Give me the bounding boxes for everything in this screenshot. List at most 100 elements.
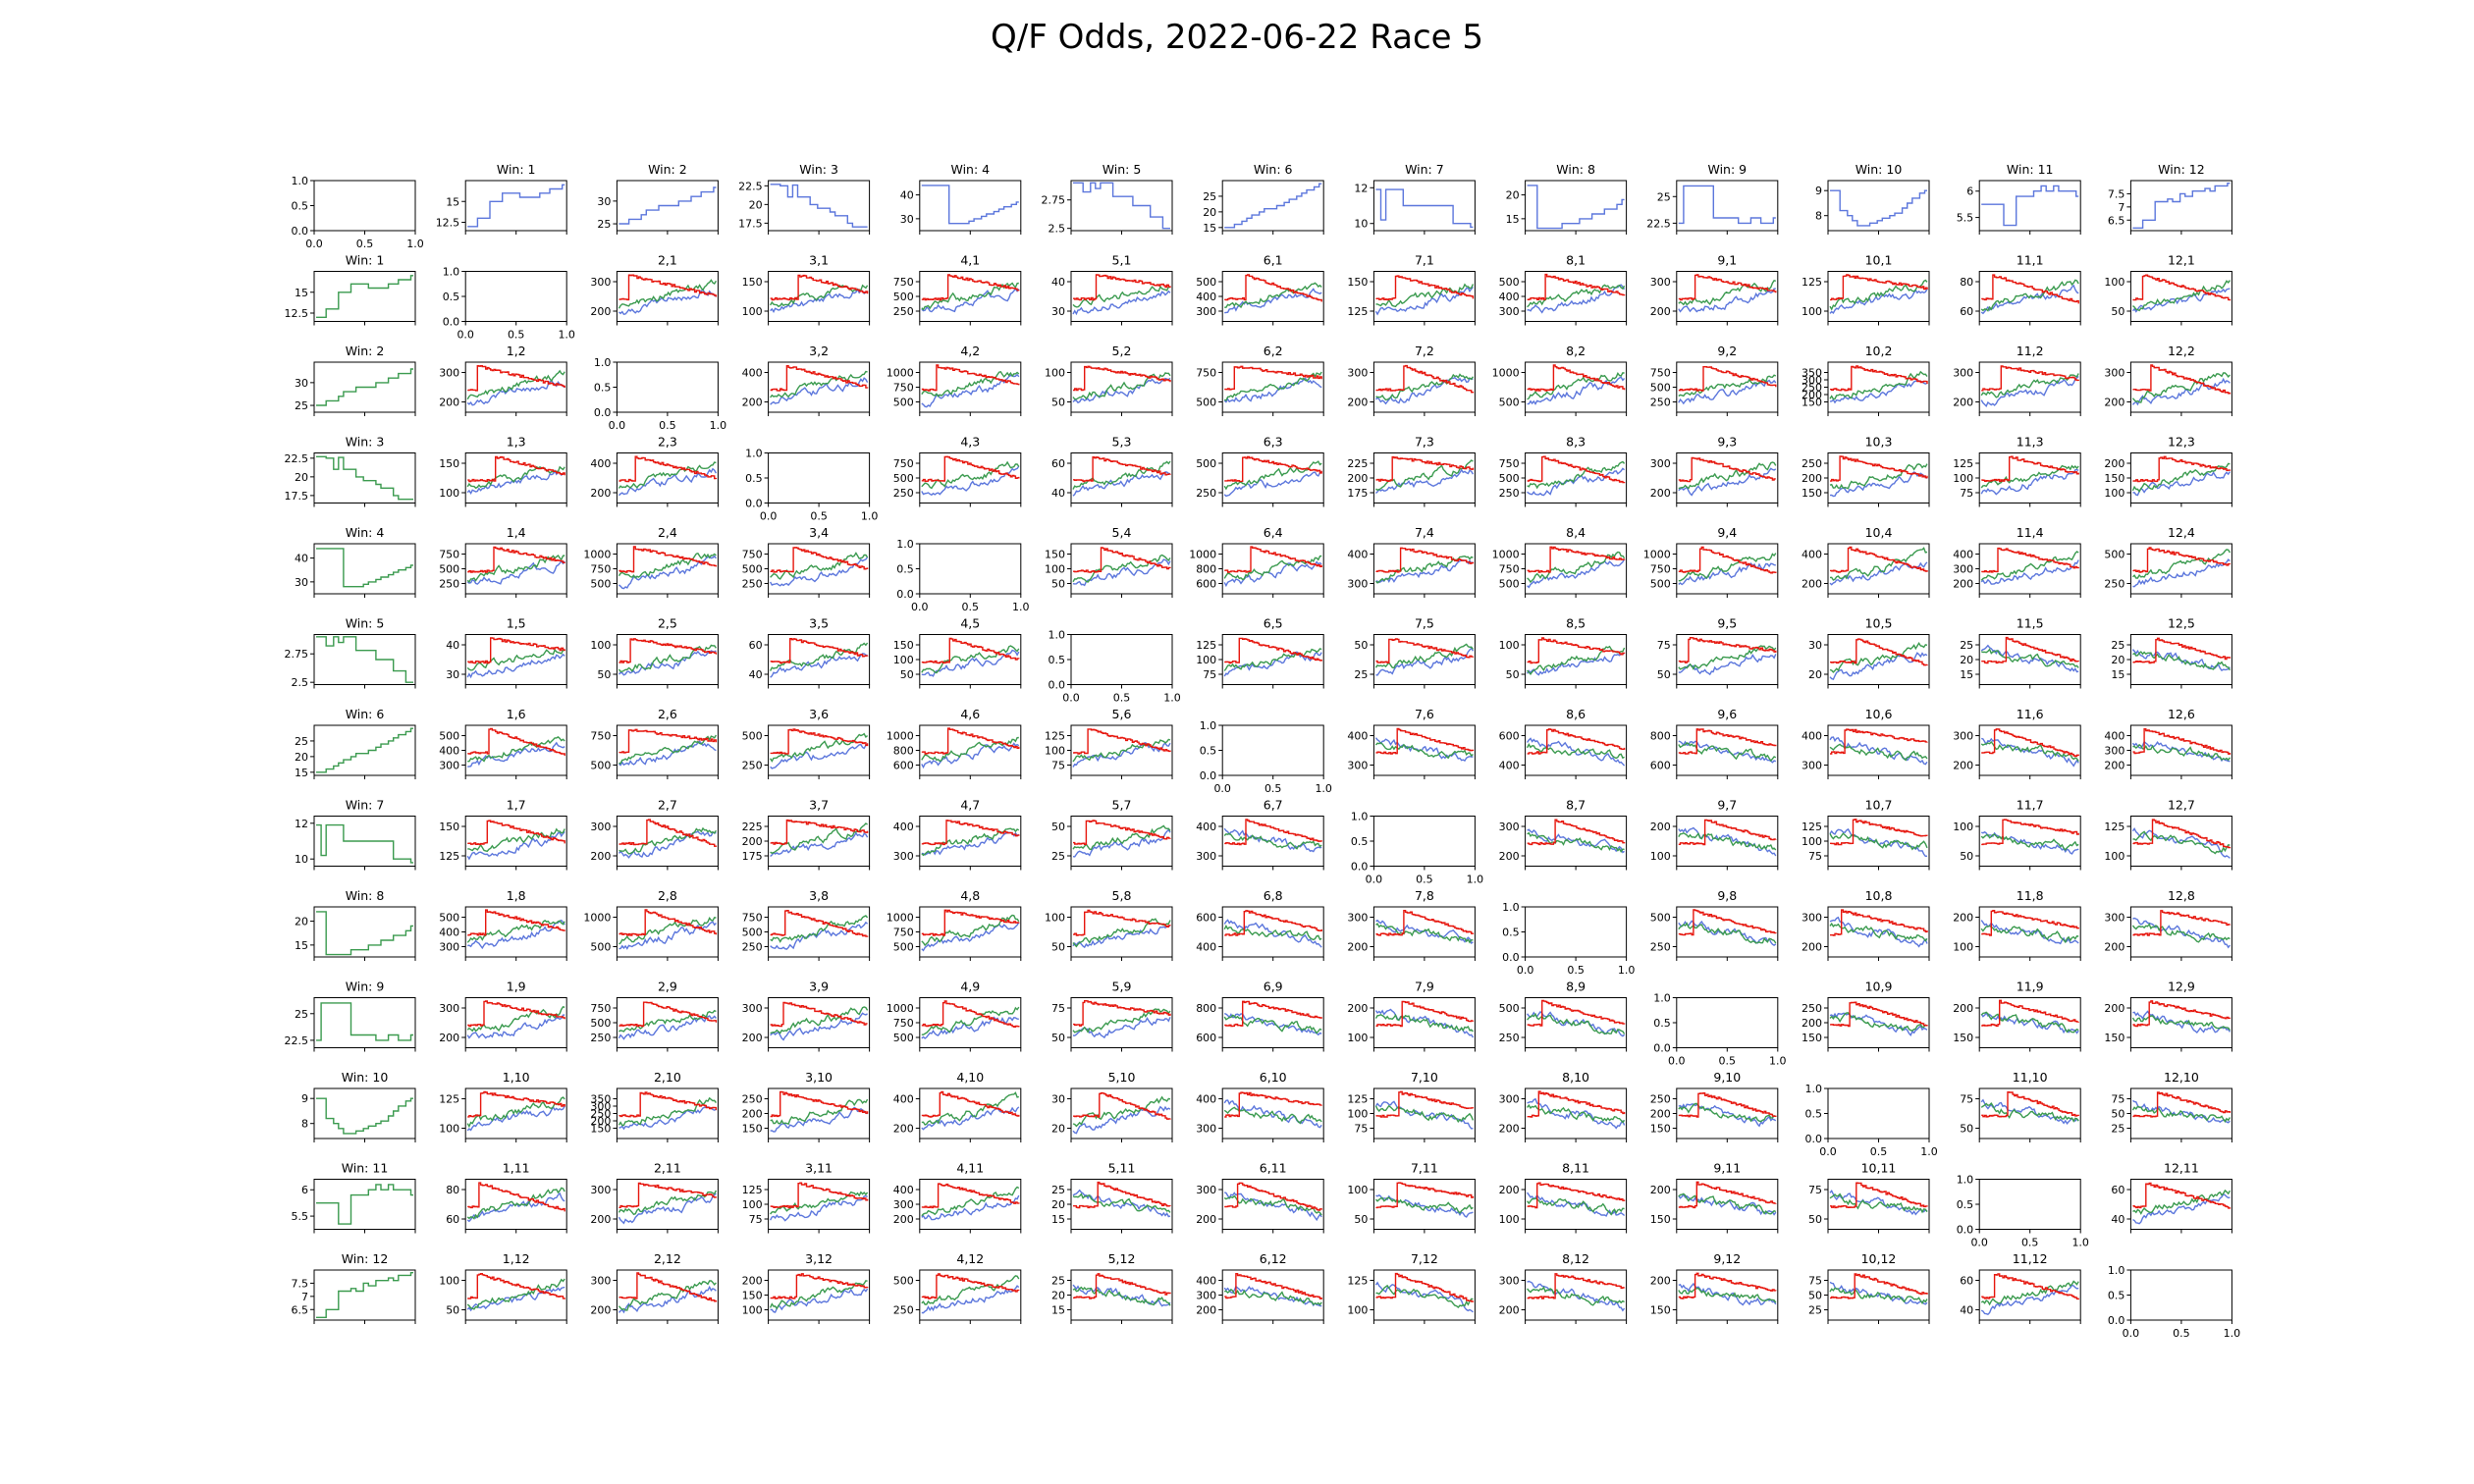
pair-line-green-7-2	[1375, 373, 1474, 401]
pair-line-blue-2-7	[618, 830, 717, 859]
pair-title-7-3: 7,3	[1415, 435, 1434, 450]
pair-title-11-8: 11,8	[2017, 888, 2044, 903]
pair-11-10-ytick-label-1: 75	[1960, 1093, 1973, 1106]
empty-axis-9-9-ytick-label-2: 1.0	[1653, 992, 1671, 1005]
empty-axis-10-10-frame	[1827, 1087, 1930, 1140]
pair-10-7-ytick-label-0: 75	[1808, 850, 1822, 863]
pair-title-6-12: 6,12	[1260, 1251, 1287, 1266]
pair-11-8-ytick-label-0: 100	[1953, 941, 1973, 954]
pair-line-green-3-8	[770, 915, 869, 943]
subplot-2-2: 0.0 0.5 1.0 0.0 0.5 1.0	[594, 356, 726, 432]
pair-title-8-11: 8,11	[1562, 1161, 1589, 1176]
empty-axis-7-7-xtick-label-0: 0.0	[1366, 874, 1383, 886]
pair-line-red-9-5	[1678, 637, 1777, 663]
pair-title-8-3: 8,3	[1566, 435, 1586, 450]
subplot-12-7: 7,12 100 125	[1347, 1251, 1476, 1324]
win-2-ytick-label-1: 30	[597, 195, 611, 208]
subplot-5-8: 8,5 50 100	[1499, 616, 1628, 689]
subplot-4-5: 5,4 50 100 150	[1045, 525, 1173, 598]
subplot-11-3: 3,11 75 100 125	[742, 1161, 871, 1234]
pair-title-7-6: 7,6	[1415, 707, 1434, 721]
pair-line-green-6-12	[1224, 1288, 1322, 1306]
pair-7-8-ytick-label-1: 300	[1347, 912, 1368, 925]
pair-8-2-ytick-label-1: 1000	[1492, 367, 1520, 380]
win-1-ytick-label-1: 15	[295, 287, 308, 299]
pair-10-5-ytick-label-1: 30	[1808, 639, 1822, 652]
win-title-3: Win: 3	[799, 162, 838, 177]
win-6-ytick-label-2: 25	[295, 735, 308, 748]
pair-frame-5-9	[1070, 997, 1173, 1048]
subplot-0-3: Win: 3 17.5 20 22.5	[738, 162, 871, 235]
win-frame-4	[919, 180, 1022, 232]
pair-line-red-10-6	[1830, 728, 1928, 755]
pair-frame-2-3	[616, 452, 719, 504]
win-line-6	[316, 727, 413, 773]
win-line-6	[1224, 183, 1322, 229]
pair-line-blue-1-7	[466, 830, 565, 861]
pair-6-1-ytick-label-0: 300	[1196, 305, 1216, 318]
subplot-7-10: 10,7 75 100 125	[1802, 798, 1930, 871]
subplot-10-8: 8,10 200 300	[1499, 1070, 1628, 1142]
pair-line-green-4-7	[921, 827, 1020, 857]
subplot-0-2: Win: 2 25 30	[597, 162, 719, 235]
pair-line-green-11-3	[1980, 464, 2079, 489]
pair-line-blue-9-5	[1678, 653, 1777, 676]
pair-8-10-ytick-label-0: 200	[1499, 1123, 1520, 1136]
pair-line-red-3-6	[770, 728, 869, 755]
pair-6-5-ytick-label-2: 125	[1196, 639, 1216, 652]
pair-4-5-ytick-label-2: 150	[893, 639, 914, 652]
pair-2-6-ytick-label-1: 750	[590, 730, 611, 743]
subplot-9-4: 4,9 500 750 1000	[887, 980, 1022, 1052]
pair-title-8-12: 8,12	[1562, 1251, 1589, 1266]
pair-3-8-ytick-label-1: 500	[742, 927, 763, 939]
pair-line-red-5-6	[1073, 728, 1171, 755]
pair-title-12-9: 12,9	[2168, 980, 2195, 994]
pair-title-6-11: 6,11	[1260, 1161, 1287, 1176]
pair-4-7-ytick-label-0: 300	[893, 850, 914, 863]
win-12-ytick-label-0: 6.5	[2108, 214, 2125, 227]
pair-line-red-3-4	[770, 547, 869, 573]
pair-5-10-ytick-label-0: 20	[1051, 1123, 1065, 1136]
pair-line-blue-5-3	[1072, 471, 1171, 497]
subplot-10-10: 0.0 0.5 1.0 0.0 0.5 1.0	[1805, 1083, 1938, 1158]
pair-line-red-2-7	[618, 819, 718, 847]
pair-line-green-10-9	[1829, 1012, 1928, 1032]
pair-line-blue-1-10	[466, 1105, 565, 1132]
pair-7-2-ytick-label-1: 300	[1347, 367, 1368, 380]
empty-axis-2-2-ytick-label-1: 0.5	[594, 382, 612, 395]
pair-10-3-ytick-label-1: 200	[1802, 472, 1822, 485]
pair-line-green-5-6	[1072, 738, 1171, 763]
pair-line-blue-6-1	[1224, 288, 1322, 314]
pair-title-11-6: 11,6	[2017, 707, 2044, 721]
pair-line-green-8-3	[1527, 460, 1626, 490]
pair-1-9-ytick-label-1: 300	[439, 1002, 459, 1015]
pair-line-green-12-8	[2131, 923, 2231, 943]
pair-line-red-4-5	[921, 637, 1020, 664]
pair-line-blue-8-4	[1527, 558, 1626, 589]
pair-5-4-ytick-label-2: 150	[1045, 549, 1065, 561]
pair-2-10-ytick-label-2: 250	[590, 1108, 611, 1121]
pair-line-red-3-10	[770, 1090, 869, 1118]
subplot-1-2: 2,1 200 300	[590, 253, 719, 326]
pair-line-red-7-9	[1375, 1000, 1475, 1028]
chart-title: Q/F Odds, 2022-06-22 Race 5	[991, 18, 1483, 57]
pair-title-7-12: 7,12	[1411, 1251, 1438, 1266]
pair-4-8-ytick-label-0: 500	[893, 941, 914, 954]
pair-line-blue-4-7	[921, 831, 1020, 856]
pair-frame-6-2	[1221, 361, 1324, 413]
pair-3-12-ytick-label-1: 150	[742, 1290, 763, 1302]
pair-frame-2-10	[616, 1087, 719, 1140]
win-line-8	[316, 911, 413, 956]
pair-6-4-ytick-label-0: 600	[1196, 578, 1216, 591]
pair-frame-3-8	[768, 906, 871, 958]
pair-title-4-3: 4,3	[960, 435, 980, 450]
win-12-ytick-label-2: 7.5	[2108, 187, 2125, 200]
pair-8-11-ytick-label-1: 200	[1499, 1184, 1520, 1196]
pair-line-green-4-9	[921, 1006, 1020, 1035]
empty-axis-9-9-ytick-label-0: 0.0	[1653, 1042, 1671, 1055]
pair-11-3-ytick-label-0: 75	[1960, 487, 1973, 500]
pair-7-10-ytick-label-0: 75	[1354, 1123, 1368, 1136]
empty-axis-10-10-xtick-label-2: 1.0	[1920, 1145, 1938, 1158]
pair-3-5-ytick-label-1: 60	[749, 639, 763, 652]
